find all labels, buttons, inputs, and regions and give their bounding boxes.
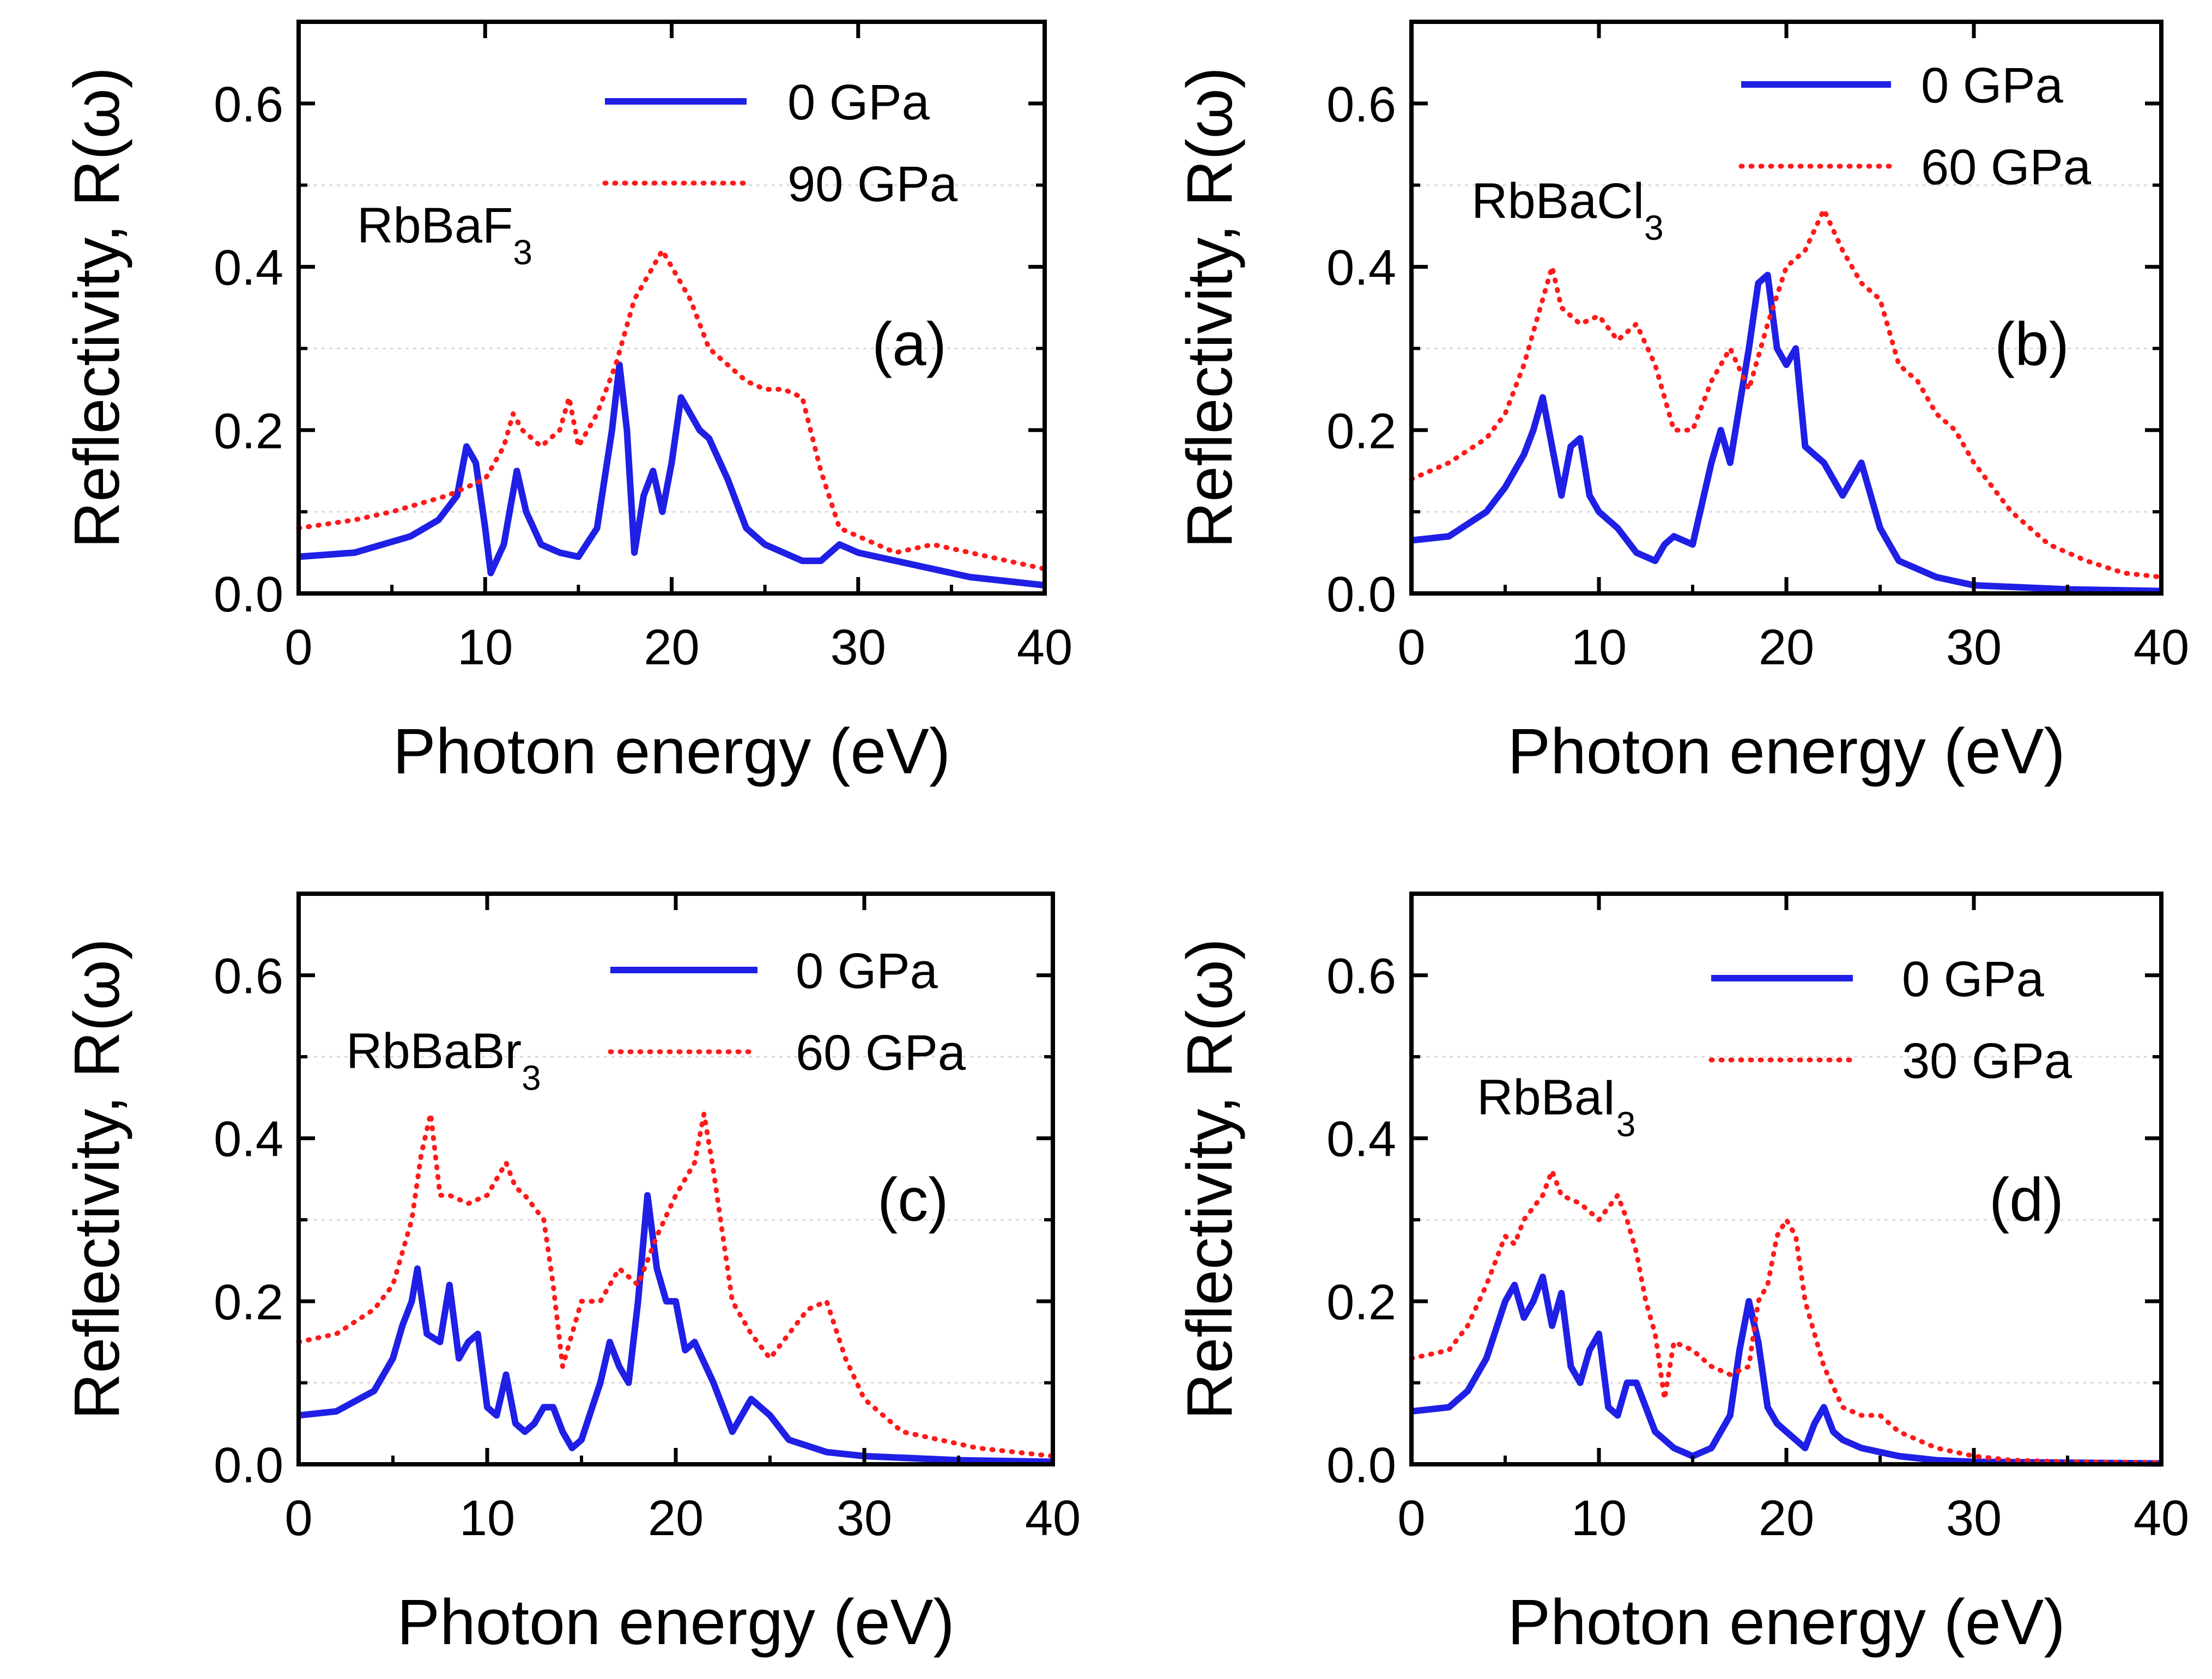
x-tick-label: 10 — [1571, 1490, 1627, 1546]
x-tick-label: 30 — [831, 620, 886, 675]
panel-tag: (c) — [877, 1166, 949, 1234]
y-tick-label: 0.2 — [214, 403, 283, 459]
x-tick-label: 30 — [1946, 620, 2002, 675]
compound-name: RbBaF — [357, 198, 513, 253]
series-line — [1409, 1168, 2164, 1465]
y-tick-label: 0.4 — [214, 240, 283, 296]
compound-subscript: 3 — [513, 233, 532, 272]
x-tick-label: 30 — [837, 1490, 892, 1546]
compound-label: RbBaCl3 — [1471, 173, 1664, 247]
y-tick-label: 0.4 — [1326, 1112, 1396, 1167]
chart-panel: 0 10 20 30 40 0.0 0.2 0.4 0.6 Photon energy (eV) R… — [1174, 20, 2189, 787]
legend-label: 0 GPa — [787, 75, 930, 130]
legend-label: 30 GPa — [1902, 1033, 2072, 1089]
x-axis-title: Photon energy (eV) — [1507, 1586, 2065, 1658]
x-tick-label: 20 — [644, 620, 699, 675]
chart-panel: 0 10 20 30 40 0.0 0.2 0.4 0.6 Photon energy (eV) R… — [61, 892, 1081, 1658]
y-axis-title: Reflectivity, R(ω) — [61, 67, 133, 548]
y-tick-label: 0.0 — [1326, 1438, 1396, 1493]
x-tick-label: 0 — [1397, 1490, 1425, 1546]
x-axis-title: Photon energy (eV) — [1507, 716, 2065, 787]
x-tick-label: 20 — [1759, 620, 1814, 675]
y-tick-label: 0.2 — [214, 1275, 283, 1330]
x-tick-label: 40 — [1025, 1490, 1081, 1546]
compound-subscript: 3 — [522, 1058, 541, 1098]
y-tick-label: 0.2 — [1326, 403, 1396, 459]
legend-label: 60 GPa — [796, 1025, 966, 1081]
compound-name: RbBaI — [1477, 1070, 1616, 1125]
x-tick-label: 0 — [284, 1490, 312, 1546]
x-tick-label: 10 — [459, 1490, 515, 1546]
compound-subscript: 3 — [1616, 1105, 1636, 1144]
x-tick-label: 10 — [1571, 620, 1627, 675]
y-axis-title: Reflectivity, R(ω) — [1174, 67, 1246, 548]
y-tick-label: 0.0 — [214, 567, 283, 622]
series-line — [296, 1111, 1056, 1459]
x-tick-label: 0 — [1397, 620, 1425, 675]
x-tick-label: 40 — [2134, 1490, 2189, 1546]
panel-tag: (b) — [1995, 310, 2069, 378]
x-tick-label: 10 — [457, 620, 513, 675]
series-line — [296, 248, 1047, 572]
panel-tag: (d) — [1989, 1166, 2064, 1234]
x-tick-label: 20 — [1759, 1490, 1814, 1546]
x-tick-label: 20 — [648, 1490, 704, 1546]
y-tick-label: 0.4 — [1326, 240, 1396, 296]
compound-label: RbBaF3 — [357, 198, 532, 272]
legend-label: 90 GPa — [787, 156, 958, 212]
x-tick-label: 0 — [284, 620, 312, 675]
y-tick-label: 0.0 — [1326, 567, 1396, 622]
y-axis-title: Reflectivity, R(ω) — [1174, 938, 1246, 1420]
legend-label: 60 GPa — [1921, 140, 2092, 195]
x-tick-label: 40 — [2134, 620, 2189, 675]
x-tick-label: 40 — [1017, 620, 1072, 675]
x-tick-label: 30 — [1946, 1490, 2002, 1546]
x-axis-title: Photon energy (eV) — [393, 716, 950, 787]
compound-label: RbBaBr3 — [346, 1023, 541, 1098]
panel-tag: (a) — [872, 310, 947, 378]
compound-name: RbBaCl — [1471, 173, 1644, 229]
y-tick-label: 0.0 — [214, 1438, 283, 1493]
x-axis-title: Photon energy (eV) — [397, 1586, 954, 1658]
chart-panel: 0 10 20 30 40 0.0 0.2 0.4 0.6 Photon energy (eV) R… — [1174, 892, 2189, 1658]
series-line — [298, 361, 1045, 589]
legend-label: 0 GPa — [1902, 951, 2045, 1007]
y-tick-label: 0.4 — [214, 1112, 283, 1167]
y-axis-title: Reflectivity, R(ω) — [61, 938, 133, 1420]
y-tick-label: 0.6 — [214, 77, 283, 132]
compound-subscript: 3 — [1644, 208, 1664, 247]
y-tick-label: 0.6 — [1326, 949, 1396, 1004]
legend-label: 0 GPa — [1921, 58, 2064, 113]
y-tick-label: 0.6 — [214, 949, 283, 1004]
series-line — [1411, 1274, 2162, 1467]
y-tick-label: 0.2 — [1326, 1275, 1396, 1330]
chart-panel: 0 10 20 30 40 0.0 0.2 0.4 0.6 Photon energy (eV) R… — [61, 20, 1072, 787]
series-line — [298, 1192, 1053, 1465]
series-line — [1411, 271, 2162, 595]
y-tick-label: 0.6 — [1326, 77, 1396, 132]
compound-name: RbBaBr — [346, 1023, 522, 1079]
legend-label: 0 GPa — [796, 943, 938, 999]
compound-label: RbBaI3 — [1477, 1070, 1635, 1144]
